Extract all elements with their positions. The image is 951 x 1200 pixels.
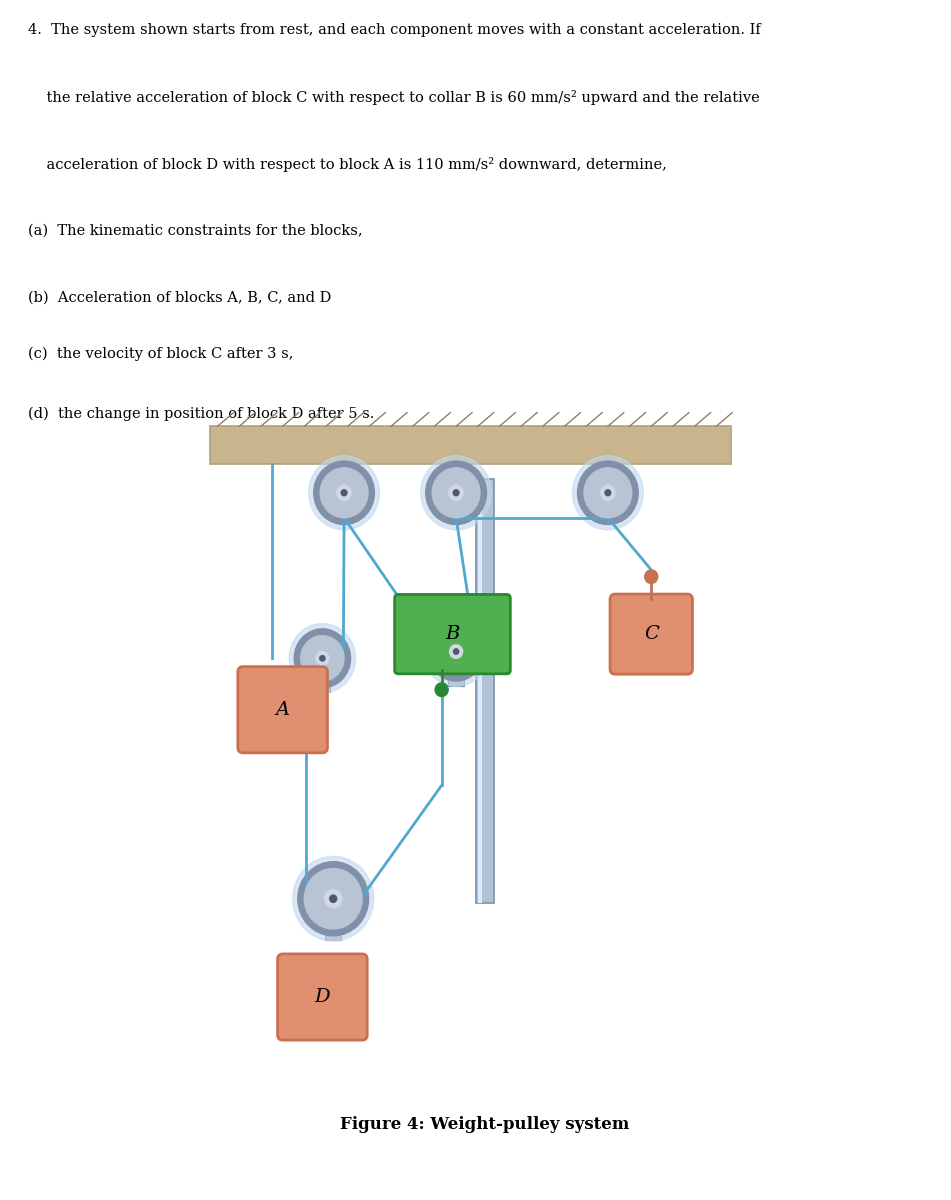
FancyBboxPatch shape: [325, 899, 341, 941]
Circle shape: [449, 485, 463, 500]
Text: (d)  the change in position of block D after 5 s.: (d) the change in position of block D af…: [29, 407, 375, 421]
FancyBboxPatch shape: [315, 659, 330, 692]
FancyBboxPatch shape: [238, 667, 327, 752]
Circle shape: [320, 468, 368, 517]
Circle shape: [645, 570, 658, 583]
FancyBboxPatch shape: [610, 594, 692, 674]
Circle shape: [324, 889, 342, 908]
FancyBboxPatch shape: [395, 594, 511, 674]
Circle shape: [584, 468, 631, 517]
FancyBboxPatch shape: [476, 479, 494, 902]
Circle shape: [436, 683, 448, 696]
Text: (b)  Acceleration of blocks A, B, C, and D: (b) Acceleration of blocks A, B, C, and …: [29, 290, 332, 305]
Circle shape: [301, 636, 344, 682]
Circle shape: [316, 652, 329, 665]
Circle shape: [293, 857, 374, 941]
Circle shape: [304, 869, 362, 929]
Circle shape: [454, 649, 458, 654]
Circle shape: [341, 490, 347, 496]
Circle shape: [309, 456, 379, 530]
Circle shape: [428, 622, 484, 682]
Text: 4.  The system shown starts from rest, and each component moves with a constant : 4. The system shown starts from rest, an…: [29, 23, 761, 37]
Circle shape: [605, 490, 611, 496]
Circle shape: [435, 629, 477, 674]
Circle shape: [573, 456, 643, 530]
Circle shape: [337, 485, 351, 500]
Circle shape: [298, 862, 369, 936]
Circle shape: [454, 490, 459, 496]
FancyBboxPatch shape: [278, 954, 367, 1040]
Text: the relative acceleration of block C with respect to collar B is 60 mm/s² upward: the relative acceleration of block C wit…: [29, 90, 760, 106]
Circle shape: [320, 655, 325, 661]
Circle shape: [294, 629, 351, 688]
Text: C: C: [644, 625, 659, 643]
Text: B: B: [445, 625, 459, 643]
Text: acceleration of block D with respect to block A is 110 mm/s² downward, determine: acceleration of block D with respect to …: [29, 157, 667, 172]
Text: (c)  the velocity of block C after 3 s,: (c) the velocity of block C after 3 s,: [29, 347, 294, 361]
Circle shape: [601, 485, 615, 500]
Circle shape: [450, 644, 462, 659]
FancyBboxPatch shape: [336, 464, 352, 468]
Circle shape: [426, 461, 487, 524]
Text: Figure 4: Weight-pulley system: Figure 4: Weight-pulley system: [340, 1116, 630, 1133]
Text: (a)  The kinematic constraints for the blocks,: (a) The kinematic constraints for the bl…: [29, 224, 363, 238]
Text: A: A: [276, 701, 290, 719]
FancyBboxPatch shape: [448, 464, 464, 468]
Circle shape: [433, 468, 480, 517]
FancyBboxPatch shape: [448, 652, 464, 685]
FancyBboxPatch shape: [600, 464, 616, 468]
Circle shape: [314, 461, 375, 524]
FancyBboxPatch shape: [477, 479, 482, 902]
Circle shape: [420, 456, 492, 530]
Circle shape: [330, 895, 337, 902]
FancyBboxPatch shape: [210, 426, 730, 464]
Circle shape: [577, 461, 638, 524]
Circle shape: [289, 624, 356, 694]
Circle shape: [423, 617, 490, 686]
Text: D: D: [315, 988, 330, 1006]
